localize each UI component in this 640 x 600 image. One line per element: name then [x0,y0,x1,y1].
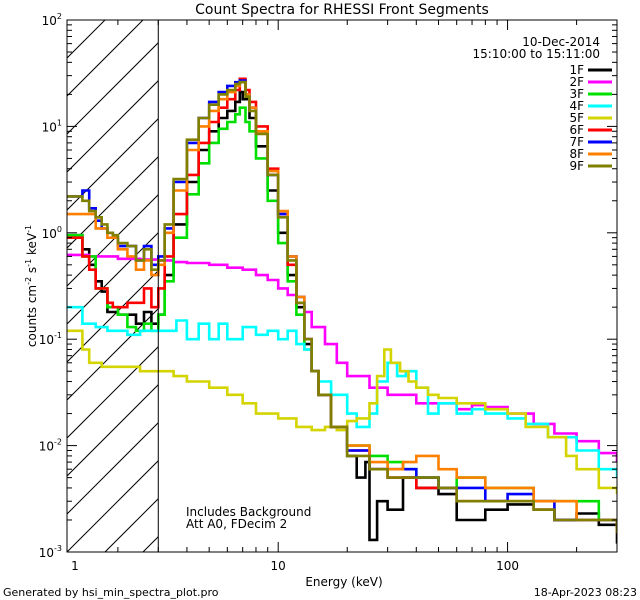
hatch-line [67,270,159,363]
hatch-line [67,384,159,477]
y-tick-label: 10-2 [39,438,62,454]
x-axis-label: Energy (keV) [305,575,382,589]
x-axis-ticks: 10 100 [117,20,618,573]
legend-label: 5F [569,111,584,125]
legend-label: 9F [569,159,584,173]
y-axis-label: counts cm-2 s-1 keV-1 [24,225,39,347]
series-line-6f [67,77,617,534]
series-line-5f [67,329,617,495]
y-tick-label: 10-3 [39,544,62,560]
legend-label: 4F [569,99,584,113]
y-tick-label: 102 [42,12,62,28]
date-label: 10-Dec-2014 [522,35,600,49]
legend-label: 7F [569,135,584,149]
y-tick-label: 100 [42,225,62,241]
hatched-excluded-region [67,20,159,552]
plot-frame [66,19,618,553]
hatch-line [67,232,159,325]
y-axis-label-part: s [25,267,39,277]
footer-timestamp: 18-Apr-2023 08:23 [534,586,637,599]
series-line-7f [67,79,617,534]
series-line-4f [67,305,617,478]
hatch-line [67,20,106,59]
hatch-line [67,460,159,552]
annotation-line-2: Att A0, FDecim 2 [186,517,287,531]
y-axis-label-part: counts cm [25,285,39,347]
hatch-line [67,80,159,173]
legend-label: 2F [569,75,584,89]
chart-title: Count Spectra for RHESSI Front Segments [195,2,489,18]
legend-label: 6F [569,123,584,137]
series-line-8f [67,80,617,534]
y-tick-label: 101 [42,118,62,134]
series-layer [67,77,617,544]
x-tick-label: 100 [496,559,519,573]
y-axis-ticks: 10-3 10-2 10-1 100 101 102 [39,12,617,560]
y-axis-label-exponent: -1 [24,259,33,267]
hatch-line [67,194,159,287]
y-axis-label-exponent: -1 [24,225,33,233]
x-tick-label: 10 [271,559,286,573]
y-axis-label-exponent: -2 [24,277,33,285]
time-range-label: 15:10:00 to 15:11:00 [473,47,600,61]
legend-label: 3F [569,87,584,101]
x-tick-label-1: 1 [71,559,79,573]
hatch-line [104,498,159,552]
annotation-line-1: Includes Background [186,505,311,519]
hatch-line [67,422,159,515]
footer-generated-by: Generated by hsi_min_spectra_plot.pro [3,586,219,599]
legend-label: 8F [569,147,584,161]
legend-label: 1F [569,63,584,77]
series-line-9f [67,80,617,534]
y-axis-label-part: keV [25,232,39,259]
y-tick-label: 10-1 [39,331,62,347]
hatch-line [67,42,159,135]
